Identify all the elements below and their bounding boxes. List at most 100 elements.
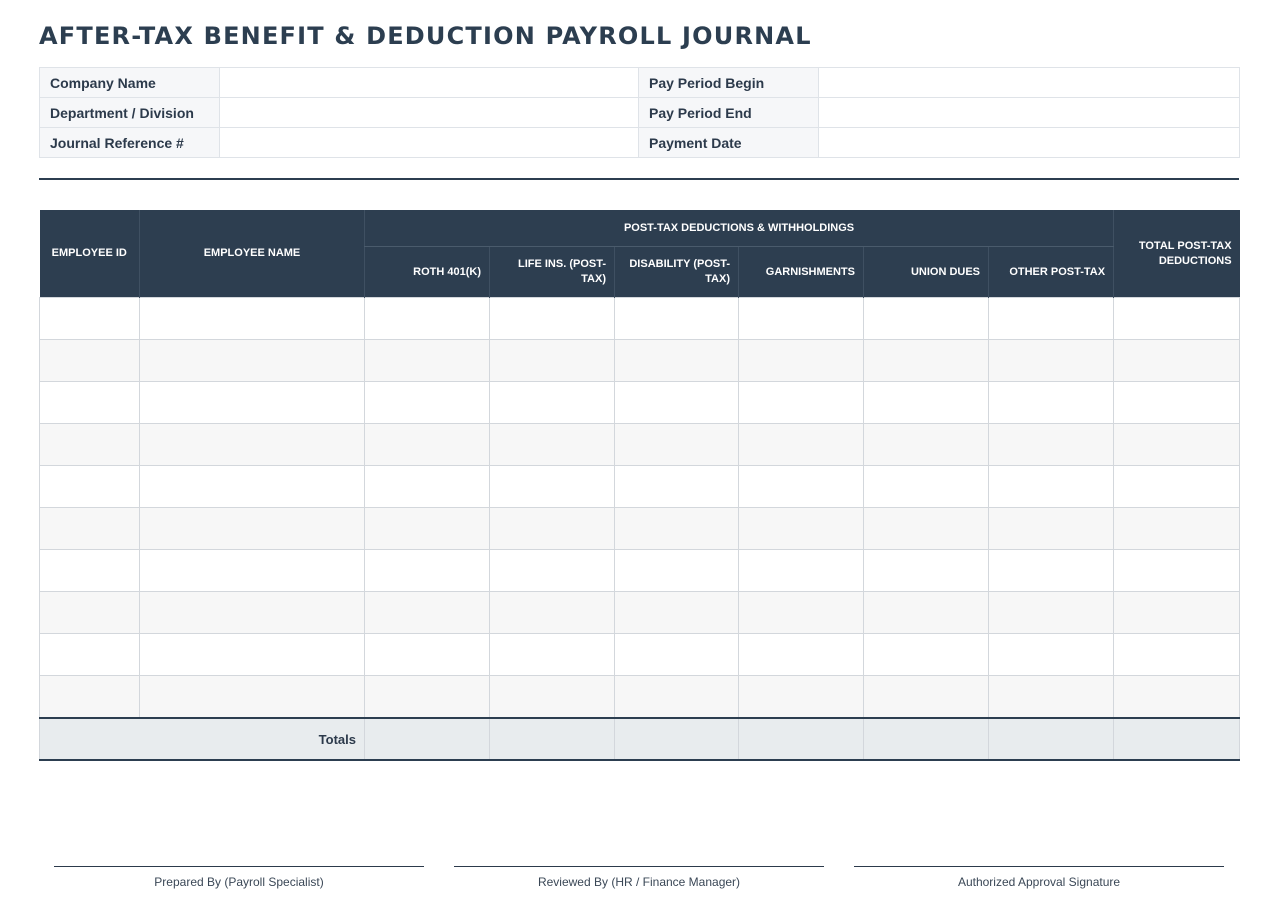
garnishments-cell[interactable]: [738, 297, 864, 340]
other-post-tax-cell[interactable]: [987, 339, 1115, 382]
employee-id-cell[interactable]: [39, 549, 140, 592]
life-insurance-cell[interactable]: [489, 465, 615, 508]
disability-cell[interactable]: [614, 675, 739, 719]
roth-401k-cell[interactable]: [364, 507, 490, 550]
total-garnishments-cell[interactable]: [738, 717, 864, 761]
garnishments-cell[interactable]: [738, 591, 864, 634]
roth-401k-cell[interactable]: [364, 423, 490, 466]
employee-name-cell[interactable]: [139, 465, 365, 508]
signature-line[interactable]: [54, 866, 424, 867]
employee-name-cell[interactable]: [139, 297, 365, 340]
garnishments-cell[interactable]: [738, 423, 864, 466]
total-post-tax-cell[interactable]: [1113, 465, 1241, 508]
total-post-tax-cell[interactable]: [1113, 339, 1241, 382]
total-post-tax-cell[interactable]: [1113, 591, 1241, 634]
employee-name-cell[interactable]: [139, 633, 365, 676]
total-union-dues-cell[interactable]: [863, 717, 989, 761]
employee-name-cell[interactable]: [139, 549, 365, 592]
garnishments-cell[interactable]: [738, 633, 864, 676]
total-post-tax-cell[interactable]: [1113, 549, 1241, 592]
union-dues-cell[interactable]: [863, 591, 989, 634]
disability-cell[interactable]: [614, 423, 739, 466]
garnishments-cell[interactable]: [738, 507, 864, 550]
employee-id-cell[interactable]: [39, 381, 140, 424]
employee-name-cell[interactable]: [139, 675, 365, 719]
disability-cell[interactable]: [614, 297, 739, 340]
total-post-tax-cell[interactable]: [1113, 675, 1241, 719]
roth-401k-cell[interactable]: [364, 591, 490, 634]
union-dues-cell[interactable]: [863, 633, 989, 676]
company-name-field[interactable]: [219, 67, 639, 98]
disability-cell[interactable]: [614, 507, 739, 550]
employee-name-cell[interactable]: [139, 381, 365, 424]
signature-line[interactable]: [854, 866, 1224, 867]
union-dues-cell[interactable]: [863, 381, 989, 424]
union-dues-cell[interactable]: [863, 297, 989, 340]
total-post-tax-cell[interactable]: [1113, 507, 1241, 550]
signature-line[interactable]: [454, 866, 824, 867]
employee-id-cell[interactable]: [39, 423, 140, 466]
life-insurance-cell[interactable]: [489, 591, 615, 634]
employee-id-cell[interactable]: [39, 633, 140, 676]
roth-401k-cell[interactable]: [364, 381, 490, 424]
employee-id-cell[interactable]: [39, 297, 140, 340]
pay-period-begin-field[interactable]: [818, 67, 1240, 98]
union-dues-cell[interactable]: [863, 465, 989, 508]
employee-id-cell[interactable]: [39, 675, 140, 719]
other-post-tax-cell[interactable]: [987, 549, 1115, 592]
disability-cell[interactable]: [614, 465, 739, 508]
total-post-tax-cell[interactable]: [1113, 381, 1241, 424]
garnishments-cell[interactable]: [738, 381, 864, 424]
employee-name-cell[interactable]: [139, 339, 365, 382]
disability-cell[interactable]: [614, 549, 739, 592]
other-post-tax-cell[interactable]: [987, 423, 1115, 466]
employee-id-cell[interactable]: [39, 465, 140, 508]
total-disability-cell[interactable]: [614, 717, 739, 761]
life-insurance-cell[interactable]: [489, 633, 615, 676]
other-post-tax-cell[interactable]: [987, 507, 1115, 550]
total-roth-401k-cell[interactable]: [364, 717, 490, 761]
journal-ref-field[interactable]: [219, 127, 639, 158]
employee-id-cell[interactable]: [39, 339, 140, 382]
employee-name-cell[interactable]: [139, 507, 365, 550]
other-post-tax-cell[interactable]: [987, 591, 1115, 634]
other-post-tax-cell[interactable]: [987, 297, 1115, 340]
life-insurance-cell[interactable]: [489, 381, 615, 424]
disability-cell[interactable]: [614, 381, 739, 424]
union-dues-cell[interactable]: [863, 507, 989, 550]
garnishments-cell[interactable]: [738, 465, 864, 508]
roth-401k-cell[interactable]: [364, 633, 490, 676]
life-insurance-cell[interactable]: [489, 423, 615, 466]
roth-401k-cell[interactable]: [364, 465, 490, 508]
life-insurance-cell[interactable]: [489, 339, 615, 382]
other-post-tax-cell[interactable]: [987, 465, 1115, 508]
total-post-tax-cell[interactable]: [1113, 297, 1241, 340]
garnishments-cell[interactable]: [738, 549, 864, 592]
life-insurance-cell[interactable]: [489, 507, 615, 550]
roth-401k-cell[interactable]: [364, 549, 490, 592]
disability-cell[interactable]: [614, 633, 739, 676]
total-other-post-tax-cell[interactable]: [987, 717, 1115, 761]
roth-401k-cell[interactable]: [364, 297, 490, 340]
other-post-tax-cell[interactable]: [987, 675, 1115, 719]
pay-period-end-field[interactable]: [818, 97, 1240, 128]
total-post-tax-cell[interactable]: [1113, 633, 1241, 676]
union-dues-cell[interactable]: [863, 339, 989, 382]
other-post-tax-cell[interactable]: [987, 381, 1115, 424]
union-dues-cell[interactable]: [863, 549, 989, 592]
life-insurance-cell[interactable]: [489, 549, 615, 592]
garnishments-cell[interactable]: [738, 339, 864, 382]
disability-cell[interactable]: [614, 591, 739, 634]
employee-name-cell[interactable]: [139, 423, 365, 466]
union-dues-cell[interactable]: [863, 675, 989, 719]
total-life-insurance-cell[interactable]: [489, 717, 615, 761]
life-insurance-cell[interactable]: [489, 675, 615, 719]
grand-total-cell[interactable]: [1113, 717, 1241, 761]
roth-401k-cell[interactable]: [364, 339, 490, 382]
employee-id-cell[interactable]: [39, 507, 140, 550]
employee-name-cell[interactable]: [139, 591, 365, 634]
total-post-tax-cell[interactable]: [1113, 423, 1241, 466]
garnishments-cell[interactable]: [738, 675, 864, 719]
payment-date-field[interactable]: [818, 127, 1240, 158]
union-dues-cell[interactable]: [863, 423, 989, 466]
